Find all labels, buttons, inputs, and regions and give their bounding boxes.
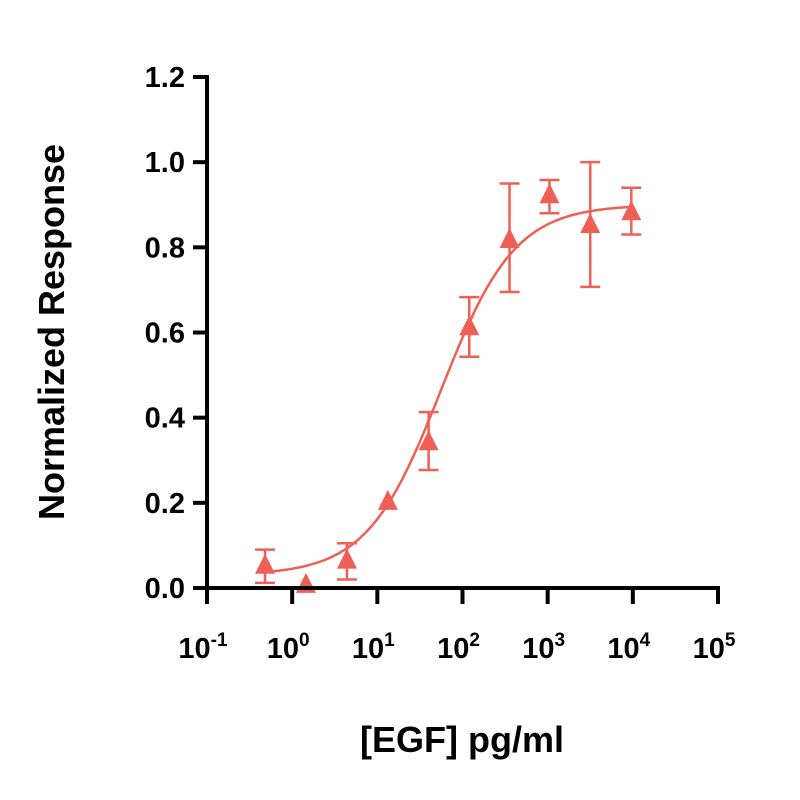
x-tick-exponent: 2 [469, 630, 480, 651]
data-point [255, 553, 276, 574]
x-tick-base: 10 [352, 633, 384, 665]
chart-marks [255, 160, 642, 593]
x-axis-title: [EGF] pg/ml [360, 719, 564, 760]
x-tick-label: 102 [437, 630, 480, 665]
y-tick-label: 0.8 [145, 232, 185, 264]
x-tick-exponent: -1 [211, 630, 228, 651]
x-tick-label: 105 [693, 630, 736, 665]
y-axis-title: Normalized Response [31, 144, 72, 520]
x-tick-label: 101 [352, 630, 395, 665]
x-tick-base: 10 [178, 633, 210, 665]
x-tick-base: 10 [607, 633, 639, 665]
x-tick-exponent: 5 [725, 630, 736, 651]
data-point [459, 315, 480, 336]
y-tick-label: 0.4 [145, 403, 185, 435]
data-point [377, 489, 398, 510]
x-tick-label: 100 [267, 630, 310, 665]
x-tick-exponent: 3 [555, 630, 566, 651]
x-tick-label: 10-1 [178, 630, 228, 665]
data-point [499, 227, 520, 248]
x-tick-base: 10 [693, 633, 725, 665]
y-tick-label: 0.2 [145, 488, 185, 520]
x-tick-label: 104 [607, 630, 650, 665]
y-tick-label: 0.6 [145, 318, 185, 350]
axes: 0.00.20.40.60.81.01.210-1 100 101 102 103 104… [145, 62, 736, 665]
data-point [539, 183, 560, 204]
fit-curve [264, 205, 632, 574]
x-tick-exponent: 4 [640, 630, 651, 651]
data-point [336, 548, 357, 569]
data-point [621, 200, 642, 221]
x-tick-base: 10 [267, 633, 299, 665]
y-tick-label: 1.0 [145, 147, 185, 179]
y-tick-label: 0.0 [145, 573, 185, 605]
y-tick-label: 1.2 [145, 62, 185, 94]
x-tick-base: 10 [522, 633, 554, 665]
x-tick-exponent: 0 [299, 630, 310, 651]
x-tick-exponent: 1 [384, 630, 395, 651]
x-tick-base: 10 [437, 633, 469, 665]
data-point [418, 430, 439, 451]
x-tick-label: 103 [522, 630, 565, 665]
data-point [580, 213, 601, 234]
